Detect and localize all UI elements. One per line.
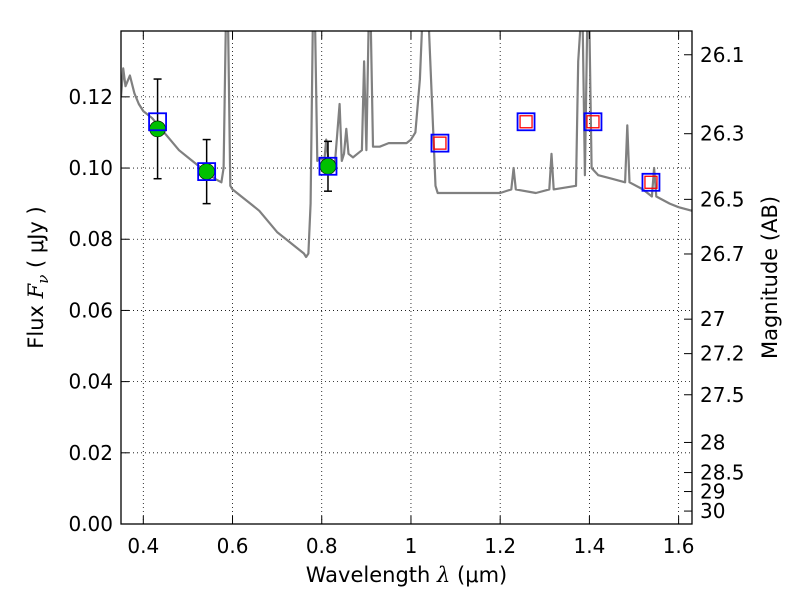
model-box xyxy=(516,112,536,132)
magnitude-tick-label: 27.5 xyxy=(700,383,745,407)
magnitude-tick-label: 26.1 xyxy=(700,43,745,67)
model-box xyxy=(197,162,217,182)
x-tick-label: 1.6 xyxy=(663,534,695,558)
model-box-inner xyxy=(433,136,447,150)
y-tick-label: 0.10 xyxy=(68,156,113,180)
model-box-inner xyxy=(644,175,658,189)
x-tick-label: 1.4 xyxy=(573,534,605,558)
model-box xyxy=(430,133,450,153)
y-tick-label: 0.06 xyxy=(68,298,113,322)
x-tick-label: 0.6 xyxy=(217,534,249,558)
model-box xyxy=(148,112,167,132)
y-tick-label: 0.08 xyxy=(68,227,113,251)
model-box xyxy=(318,156,338,176)
y-tick-label: 0.00 xyxy=(68,512,113,536)
magnitude-tick-label: 26.7 xyxy=(700,242,745,266)
model-box-inner xyxy=(519,115,533,129)
plot-frame xyxy=(120,30,693,525)
model-box xyxy=(641,172,661,192)
magnitude-axis-label: Magnitude (AB) xyxy=(758,196,782,359)
model-box-inner xyxy=(586,115,600,129)
x-tick-label: 1 xyxy=(405,534,418,558)
spectrum-line xyxy=(121,31,692,259)
x-tick-label: 0.8 xyxy=(306,534,338,558)
model-box xyxy=(583,112,603,132)
spectrum-series xyxy=(121,31,692,259)
y-axis-label: Flux Fν ( μJy ) xyxy=(24,206,52,348)
plot-area xyxy=(121,31,692,524)
magnitude-tick-label: 27 xyxy=(700,307,725,331)
axis-ticks: 0.4 0.6 0.8 1 1.2 1.4 1.6 0.00 0.02 0.04 0.06 0.08 0… xyxy=(68,31,745,558)
observed-point xyxy=(319,157,337,175)
magnitude-tick-label: 26.3 xyxy=(700,122,745,146)
magnitude-tick-label: 29 xyxy=(700,480,725,504)
model-series xyxy=(148,112,661,192)
x-axis-label: Wavelength λ (μm) xyxy=(306,563,507,587)
observed-series xyxy=(149,120,337,180)
x-tick-label: 0.4 xyxy=(127,534,159,558)
x-tick-label: 1.2 xyxy=(484,534,516,558)
y-tick-label: 0.12 xyxy=(68,85,113,109)
magnitude-tick-label: 28 xyxy=(700,430,725,454)
y-tick-label: 0.04 xyxy=(68,370,113,394)
magnitude-tick-label: 28.5 xyxy=(700,461,745,485)
y-tick-label: 0.02 xyxy=(68,441,113,465)
magnitude-tick-label: 26.5 xyxy=(700,187,745,211)
magnitude-tick-label: 27.2 xyxy=(700,342,745,366)
observed-point xyxy=(149,120,166,138)
observed-point xyxy=(198,163,215,180)
magnitude-tick-label: 30 xyxy=(700,499,725,523)
